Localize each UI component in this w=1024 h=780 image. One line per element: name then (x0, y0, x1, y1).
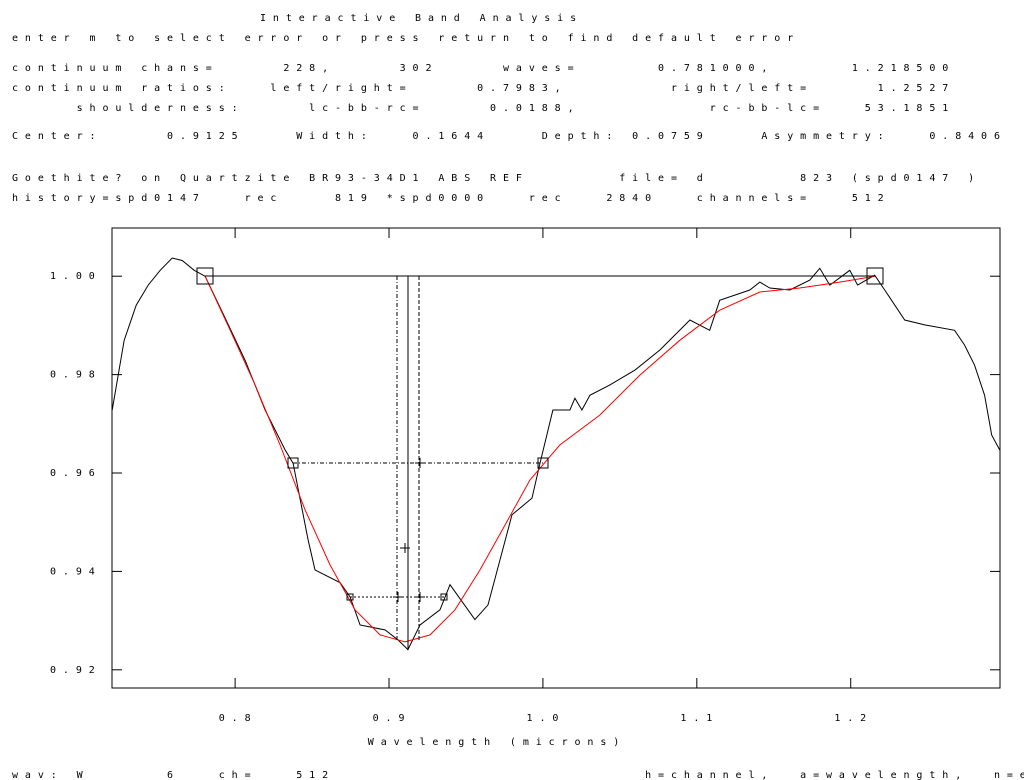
half-depth-point (287, 457, 299, 469)
x-tick-label: 1.1 (680, 713, 719, 724)
info-line: Center: 0.9125 Width: 0.1644 Depth: 0.07… (12, 131, 1007, 142)
x-tick-label: 1.2 (834, 713, 873, 724)
continuum-point (196, 267, 214, 285)
error-point (440, 593, 448, 601)
y-tick-label: 0.96 (50, 468, 102, 479)
info-line: shoulderness: lc-bb-rc= 0.0188, rc-bb-lc… (12, 103, 955, 114)
data-line (111, 257, 1001, 651)
plot-frame (111, 227, 1001, 689)
info-line: continuum chans= 228, 302 waves= 0.78100… (12, 63, 955, 74)
info-line: Goethite? on Quartzite BR93-34D1 ABS REF… (12, 173, 981, 184)
x-axis-label: Wavelength (microns) (368, 737, 626, 748)
error-point (346, 593, 354, 601)
y-tick-label: 0.98 (50, 370, 102, 381)
data-line (204, 275, 875, 643)
x-tick-label: 1.0 (527, 713, 566, 724)
plot: 0.92 0.94 0.96 0.98 1.00 0.8 0.9 1.0 1.1 1.2 (50, 228, 1001, 724)
x-tick-label: 0.8 (219, 713, 258, 724)
y-tick-label: 0.94 (50, 566, 102, 577)
cross-markers (393, 458, 425, 602)
prompt-line: enter m to select error or press return … (12, 33, 800, 44)
continuum-point (866, 267, 884, 285)
y-tick-label: 0.92 (50, 665, 102, 676)
x-tick-label: 0.9 (373, 713, 412, 724)
band-guides (196, 267, 884, 650)
half-depth-point (537, 457, 549, 469)
footer-line: wav: W 6 ch= 512 h=channel, a=wavelength… (12, 770, 1024, 780)
title: Interactive Band Analysis (260, 13, 583, 24)
info-line: history=spd0147 rec 819 *spd0000 rec 284… (12, 193, 891, 204)
info-line: continuum ratios: left/right= 0.7983, ri… (12, 83, 955, 94)
y-tick-label: 1.00 (50, 271, 102, 282)
